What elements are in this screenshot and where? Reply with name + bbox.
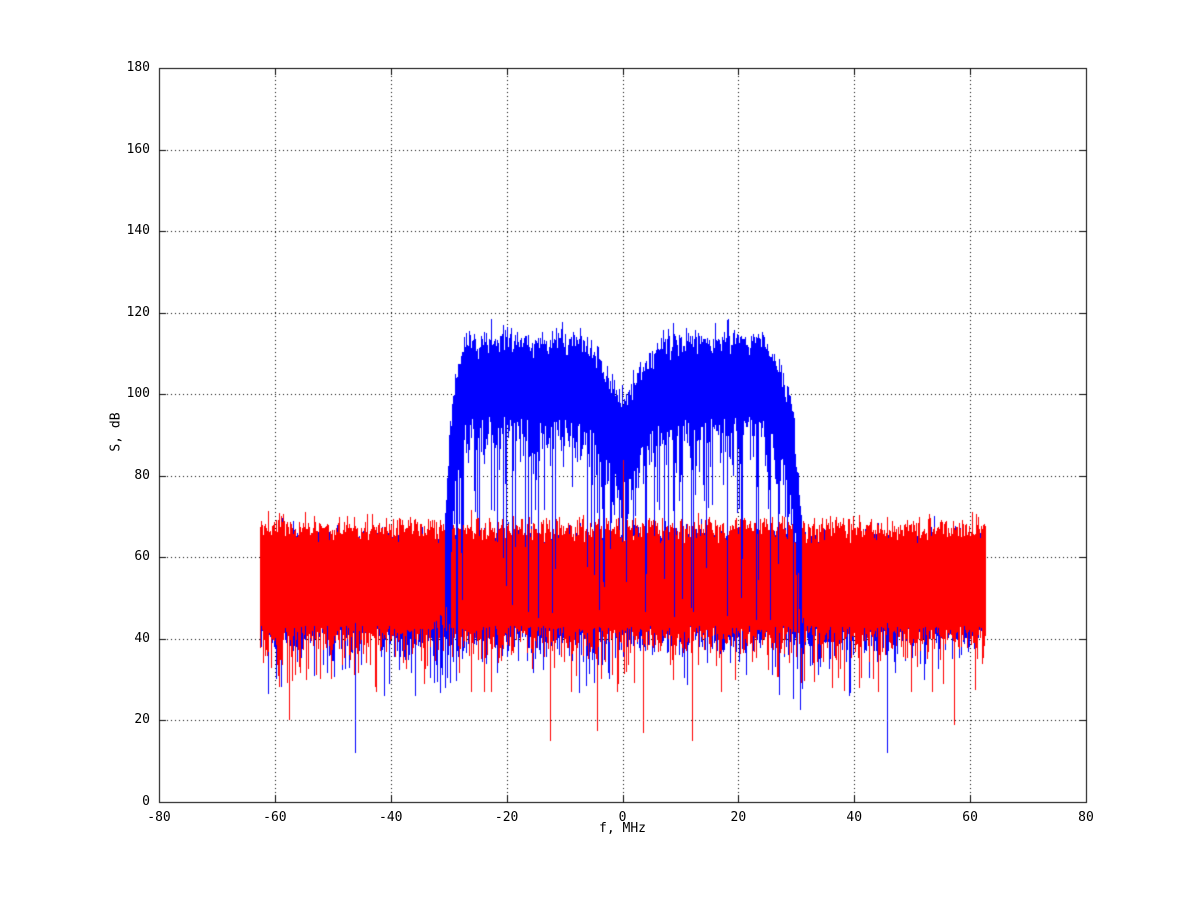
y-tick-label: 100 <box>126 386 150 402</box>
x-axis-label: f, MHz <box>599 821 646 836</box>
y-tick-label: 80 <box>134 467 150 483</box>
x-tick-label: -80 <box>147 810 171 825</box>
x-tick-label: 60 <box>962 810 978 825</box>
y-tick-label: 140 <box>126 223 150 239</box>
x-tick-label: 80 <box>1078 810 1094 825</box>
y-tick-label: 160 <box>126 141 150 157</box>
y-tick-label: 180 <box>126 60 150 75</box>
x-tick-label: -20 <box>494 810 519 825</box>
y-tick-label: 120 <box>126 304 150 320</box>
y-tick-label: 60 <box>134 549 150 565</box>
x-tick-label: -40 <box>379 810 403 825</box>
y-tick-label: 40 <box>134 630 150 646</box>
y-tick-label: 20 <box>134 712 150 728</box>
y-tick-label: 0 <box>142 794 150 809</box>
x-tick-label: 40 <box>846 810 863 825</box>
x-tick-label: -60 <box>263 810 287 825</box>
y-axis-label: S, dB <box>108 412 124 452</box>
x-tick-label: 0 <box>618 810 627 825</box>
x-tick-label: 20 <box>730 810 747 825</box>
